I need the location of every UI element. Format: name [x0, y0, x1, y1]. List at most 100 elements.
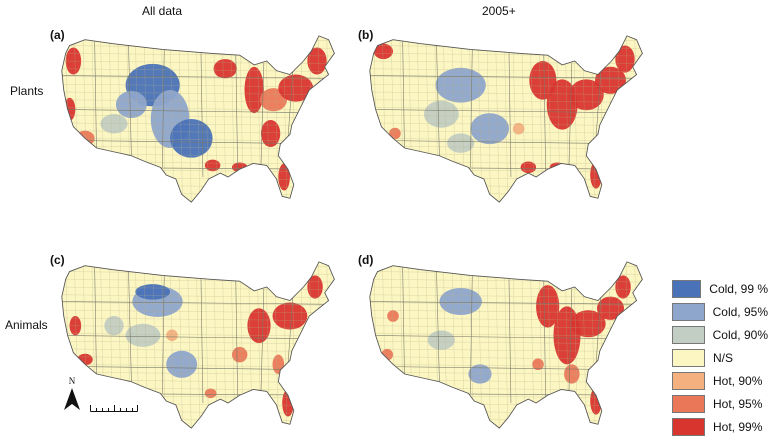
county-line — [204, 35, 209, 203]
state-border — [402, 267, 405, 384]
county-cluster-hot95 — [532, 358, 544, 371]
county-cluster-hot99 — [307, 47, 327, 75]
county-line — [61, 37, 335, 41]
legend-label-ns: N/S — [713, 350, 734, 365]
county-cluster-cold90 — [100, 114, 128, 134]
county-cluster-hot99 — [278, 163, 290, 191]
county-cluster-hot99 — [596, 296, 625, 320]
county-line — [369, 302, 643, 306]
county-line — [512, 261, 517, 429]
legend-label-cold-99: Cold, 99 % — [709, 281, 768, 296]
county-line — [61, 418, 335, 422]
county-line — [335, 258, 339, 432]
legend-label-cold-95: Cold, 95% — [712, 304, 768, 319]
state-border — [568, 62, 573, 168]
north-arrow: N — [64, 376, 80, 410]
state-border — [508, 279, 512, 404]
county-cluster-hot90 — [512, 122, 525, 135]
county-cluster-hot90 — [166, 329, 178, 342]
map-panel-d-animals-2005 — [369, 258, 654, 432]
county-cluster-hot95 — [231, 346, 248, 363]
legend-item-ns: N/S — [672, 346, 768, 369]
legend-item-hot-95: Hot, 95% — [672, 392, 768, 415]
state-border — [369, 75, 643, 79]
county-line — [61, 263, 335, 267]
county-line — [608, 261, 613, 429]
county-cluster-cold90 — [104, 316, 124, 336]
county-line — [369, 192, 643, 196]
county-line — [643, 258, 647, 432]
legend-label-hot-90: Hot, 90% — [713, 373, 763, 388]
county-cluster-cold90 — [427, 330, 455, 350]
legend-swatch-cold-99 — [672, 279, 702, 298]
legend-label-hot-95: Hot, 95% — [713, 396, 763, 411]
state-border — [595, 296, 602, 365]
us-outline — [369, 35, 643, 203]
county-cluster-hot99 — [69, 316, 82, 336]
county-cluster-hot99 — [568, 79, 604, 111]
state-border — [543, 55, 547, 178]
county-cluster-cold90 — [125, 323, 161, 347]
state-border — [436, 43, 440, 156]
legend: Cold, 99 % Cold, 95% Cold, 90% N/S Hot, … — [672, 277, 768, 438]
county-cluster-hot99 — [204, 159, 221, 172]
county-line — [61, 99, 335, 103]
state-border — [543, 281, 547, 404]
legend-label-cold-90: Cold, 90% — [712, 327, 768, 342]
county-line — [369, 310, 643, 314]
county-cluster-hot99 — [536, 285, 560, 328]
county-line — [652, 32, 654, 206]
county-cluster-hot99 — [65, 47, 82, 75]
county-cluster-hot95 — [389, 127, 401, 140]
state-border — [61, 301, 335, 305]
county-line — [344, 258, 346, 432]
county-line — [61, 200, 335, 203]
north-arrow-icon — [64, 388, 80, 410]
scale-bar — [90, 405, 138, 412]
legend-item-cold-99: Cold, 99 % — [672, 277, 768, 300]
county-line — [61, 317, 335, 322]
county-line — [61, 302, 335, 306]
county-cluster-cold95 — [115, 90, 147, 119]
county-cluster-hot99 — [615, 275, 631, 299]
state-border — [470, 275, 473, 394]
county-line — [486, 35, 491, 203]
state-border — [94, 41, 97, 158]
county-line — [61, 91, 335, 96]
county-line — [369, 107, 643, 111]
county-shading — [63, 47, 327, 191]
county-cluster-hot99 — [307, 275, 323, 299]
county-line — [195, 35, 201, 203]
panel-label-b: (b) — [358, 28, 374, 42]
county-line — [652, 258, 654, 432]
county-cluster-cold99 — [170, 119, 213, 158]
county-line — [204, 261, 209, 429]
county-line — [512, 35, 517, 203]
county-line — [608, 35, 613, 203]
county-cluster-hot99 — [615, 45, 635, 73]
county-line — [187, 35, 192, 203]
county-line — [486, 261, 491, 429]
county-line — [369, 99, 643, 103]
county-line — [169, 261, 175, 429]
map-panel-c-animals-all-data — [61, 258, 346, 432]
us-outline — [369, 261, 643, 429]
legend-item-cold-95: Cold, 95% — [672, 300, 768, 323]
county-line — [178, 35, 183, 203]
state-border — [369, 301, 643, 305]
legend-item-cold-90: Cold, 90% — [672, 323, 768, 346]
county-line — [61, 192, 335, 196]
county-cluster-cold95 — [439, 287, 482, 316]
county-cluster-hot99 — [247, 308, 271, 344]
panel-label-a: (a) — [50, 28, 65, 42]
county-cluster-hot99 — [282, 389, 294, 417]
state-border — [162, 49, 165, 168]
legend-swatch-hot-95 — [672, 394, 705, 413]
state-border — [61, 75, 335, 79]
state-border — [235, 55, 239, 178]
county-line — [61, 107, 335, 111]
north-arrow-label: N — [69, 376, 76, 386]
county-line — [369, 325, 643, 329]
county-line — [495, 35, 500, 203]
county-cluster-hot95 — [387, 310, 399, 322]
